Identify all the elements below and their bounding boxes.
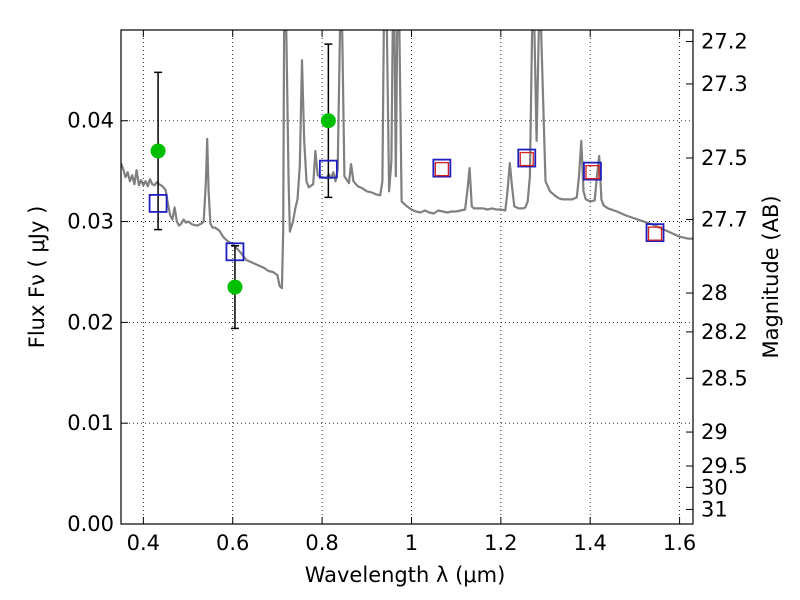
data-point-square [583,161,602,181]
data-point-circle [227,279,243,295]
y-tick-label: 0.04 [67,109,114,133]
mag-tick-label: 28 [701,281,728,305]
x-tick-label: 1.4 [574,531,607,555]
data-point-square [647,226,663,241]
x-tick-label: 1.6 [663,531,696,555]
data-point-square [519,151,534,167]
y-tick-label: 0.01 [67,411,114,435]
grid [121,30,693,525]
y-axis-label: Flux Fν ( μJy ) [25,206,49,349]
ticks: 0.4 0.6 0.8 1 1.2 1.4 1.6 0.00 0.01 0.02 0.03 0.04 2… [67,29,748,555]
mag-tick-label: 28.2 [701,320,748,344]
x-tick-label: 1.2 [484,531,517,555]
mag-tick-label: 29 [701,420,728,444]
mag-tick-label: 27.7 [701,208,748,232]
mag-tick-label: 28.5 [701,366,748,390]
data-point-square [318,159,338,179]
mag-tick-label: 27.3 [701,72,748,96]
data-point-square [645,223,665,243]
mag-tick-label: 27.5 [701,146,748,170]
data-point-square [148,194,168,213]
mag-tick-label: 29.5 [701,454,748,478]
data-point-square [225,242,245,262]
x-tick-label: 0.4 [127,531,160,555]
x-tick-label: 1 [405,531,418,555]
x-tick-label: 0.6 [216,531,249,555]
mag-tick-label: 27.2 [701,29,748,53]
data-point-square [517,148,537,168]
data-point-circle [320,113,336,129]
mag-tick-label: 30 [701,475,728,499]
y-tick-label: 0.02 [67,310,114,334]
y-tick-label: 0.00 [67,512,114,536]
y-axis-label-right: Magnitude (AB) [759,195,783,358]
data-point-square [432,158,452,178]
spectrum-line [121,30,693,290]
x-axis-label: Wavelength λ (μm) [305,563,506,587]
plot-area [121,30,693,330]
data-point-circle [150,143,166,159]
mag-tick-label: 31 [701,497,728,521]
data-point-square [585,165,600,180]
y-tick-label: 0.03 [67,210,114,234]
x-tick-label: 0.8 [305,531,338,555]
plot-frame [120,29,694,525]
data-point-square [434,161,450,177]
